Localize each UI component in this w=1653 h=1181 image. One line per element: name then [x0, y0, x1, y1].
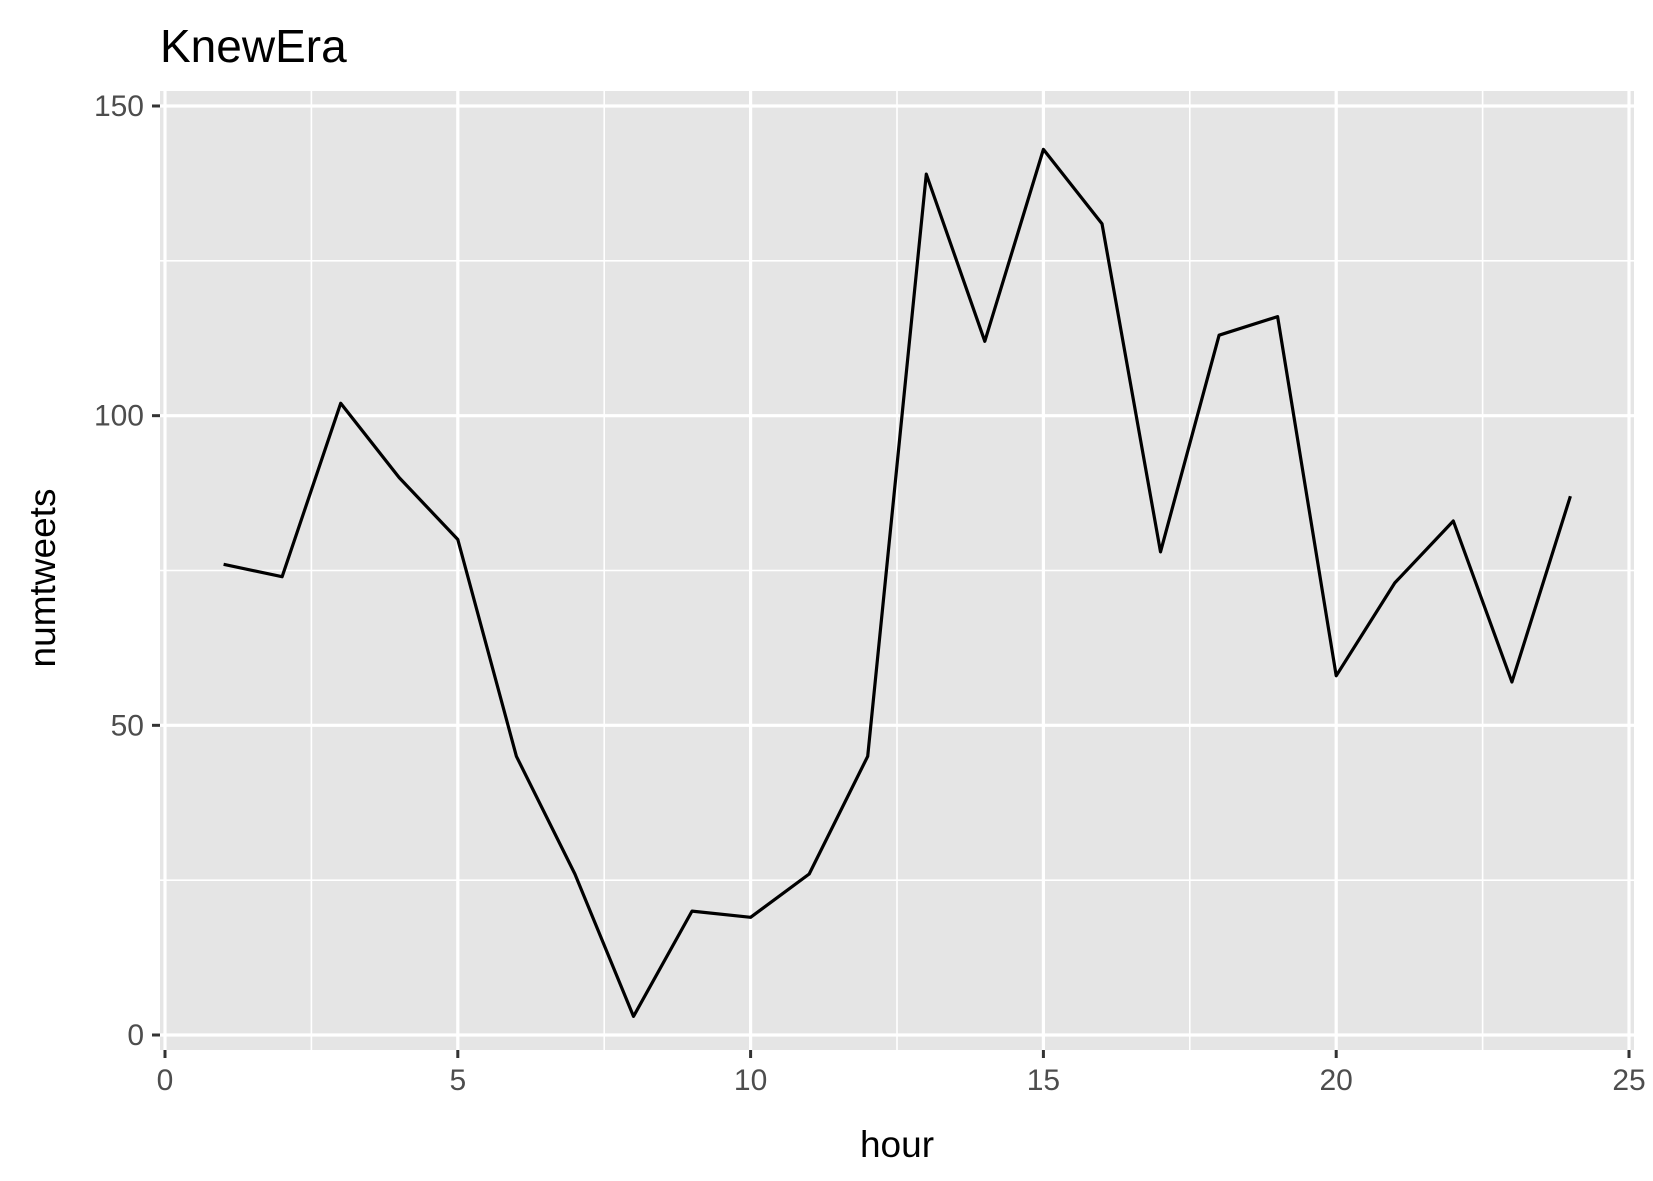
x-tick-label: 25 [1612, 1064, 1645, 1097]
minor-gridlines [160, 91, 1634, 1050]
major-gridlines [160, 91, 1634, 1050]
x-tick-label: 5 [449, 1064, 466, 1097]
axis-ticks [152, 104, 1631, 1058]
y-tick-label: 100 [94, 400, 144, 433]
x-axis-tick-labels: 0 5 10 15 20 25 [157, 1064, 1646, 1097]
y-tick-label: 0 [127, 1019, 144, 1052]
x-tick-label: 10 [734, 1064, 767, 1097]
series-line [223, 147, 1572, 1018]
x-tick-label: 15 [1027, 1064, 1060, 1097]
x-tick-label: 0 [157, 1064, 174, 1097]
y-axis-title: numtweets [22, 489, 63, 668]
y-tick-label: 150 [94, 90, 144, 123]
chart-title: KnewEra [160, 20, 347, 72]
x-tick-label: 20 [1320, 1064, 1353, 1097]
y-axis-tick-labels: 0 50 100 150 [94, 90, 144, 1052]
x-axis-title: hour [860, 1124, 934, 1165]
y-tick-label: 50 [111, 709, 144, 742]
